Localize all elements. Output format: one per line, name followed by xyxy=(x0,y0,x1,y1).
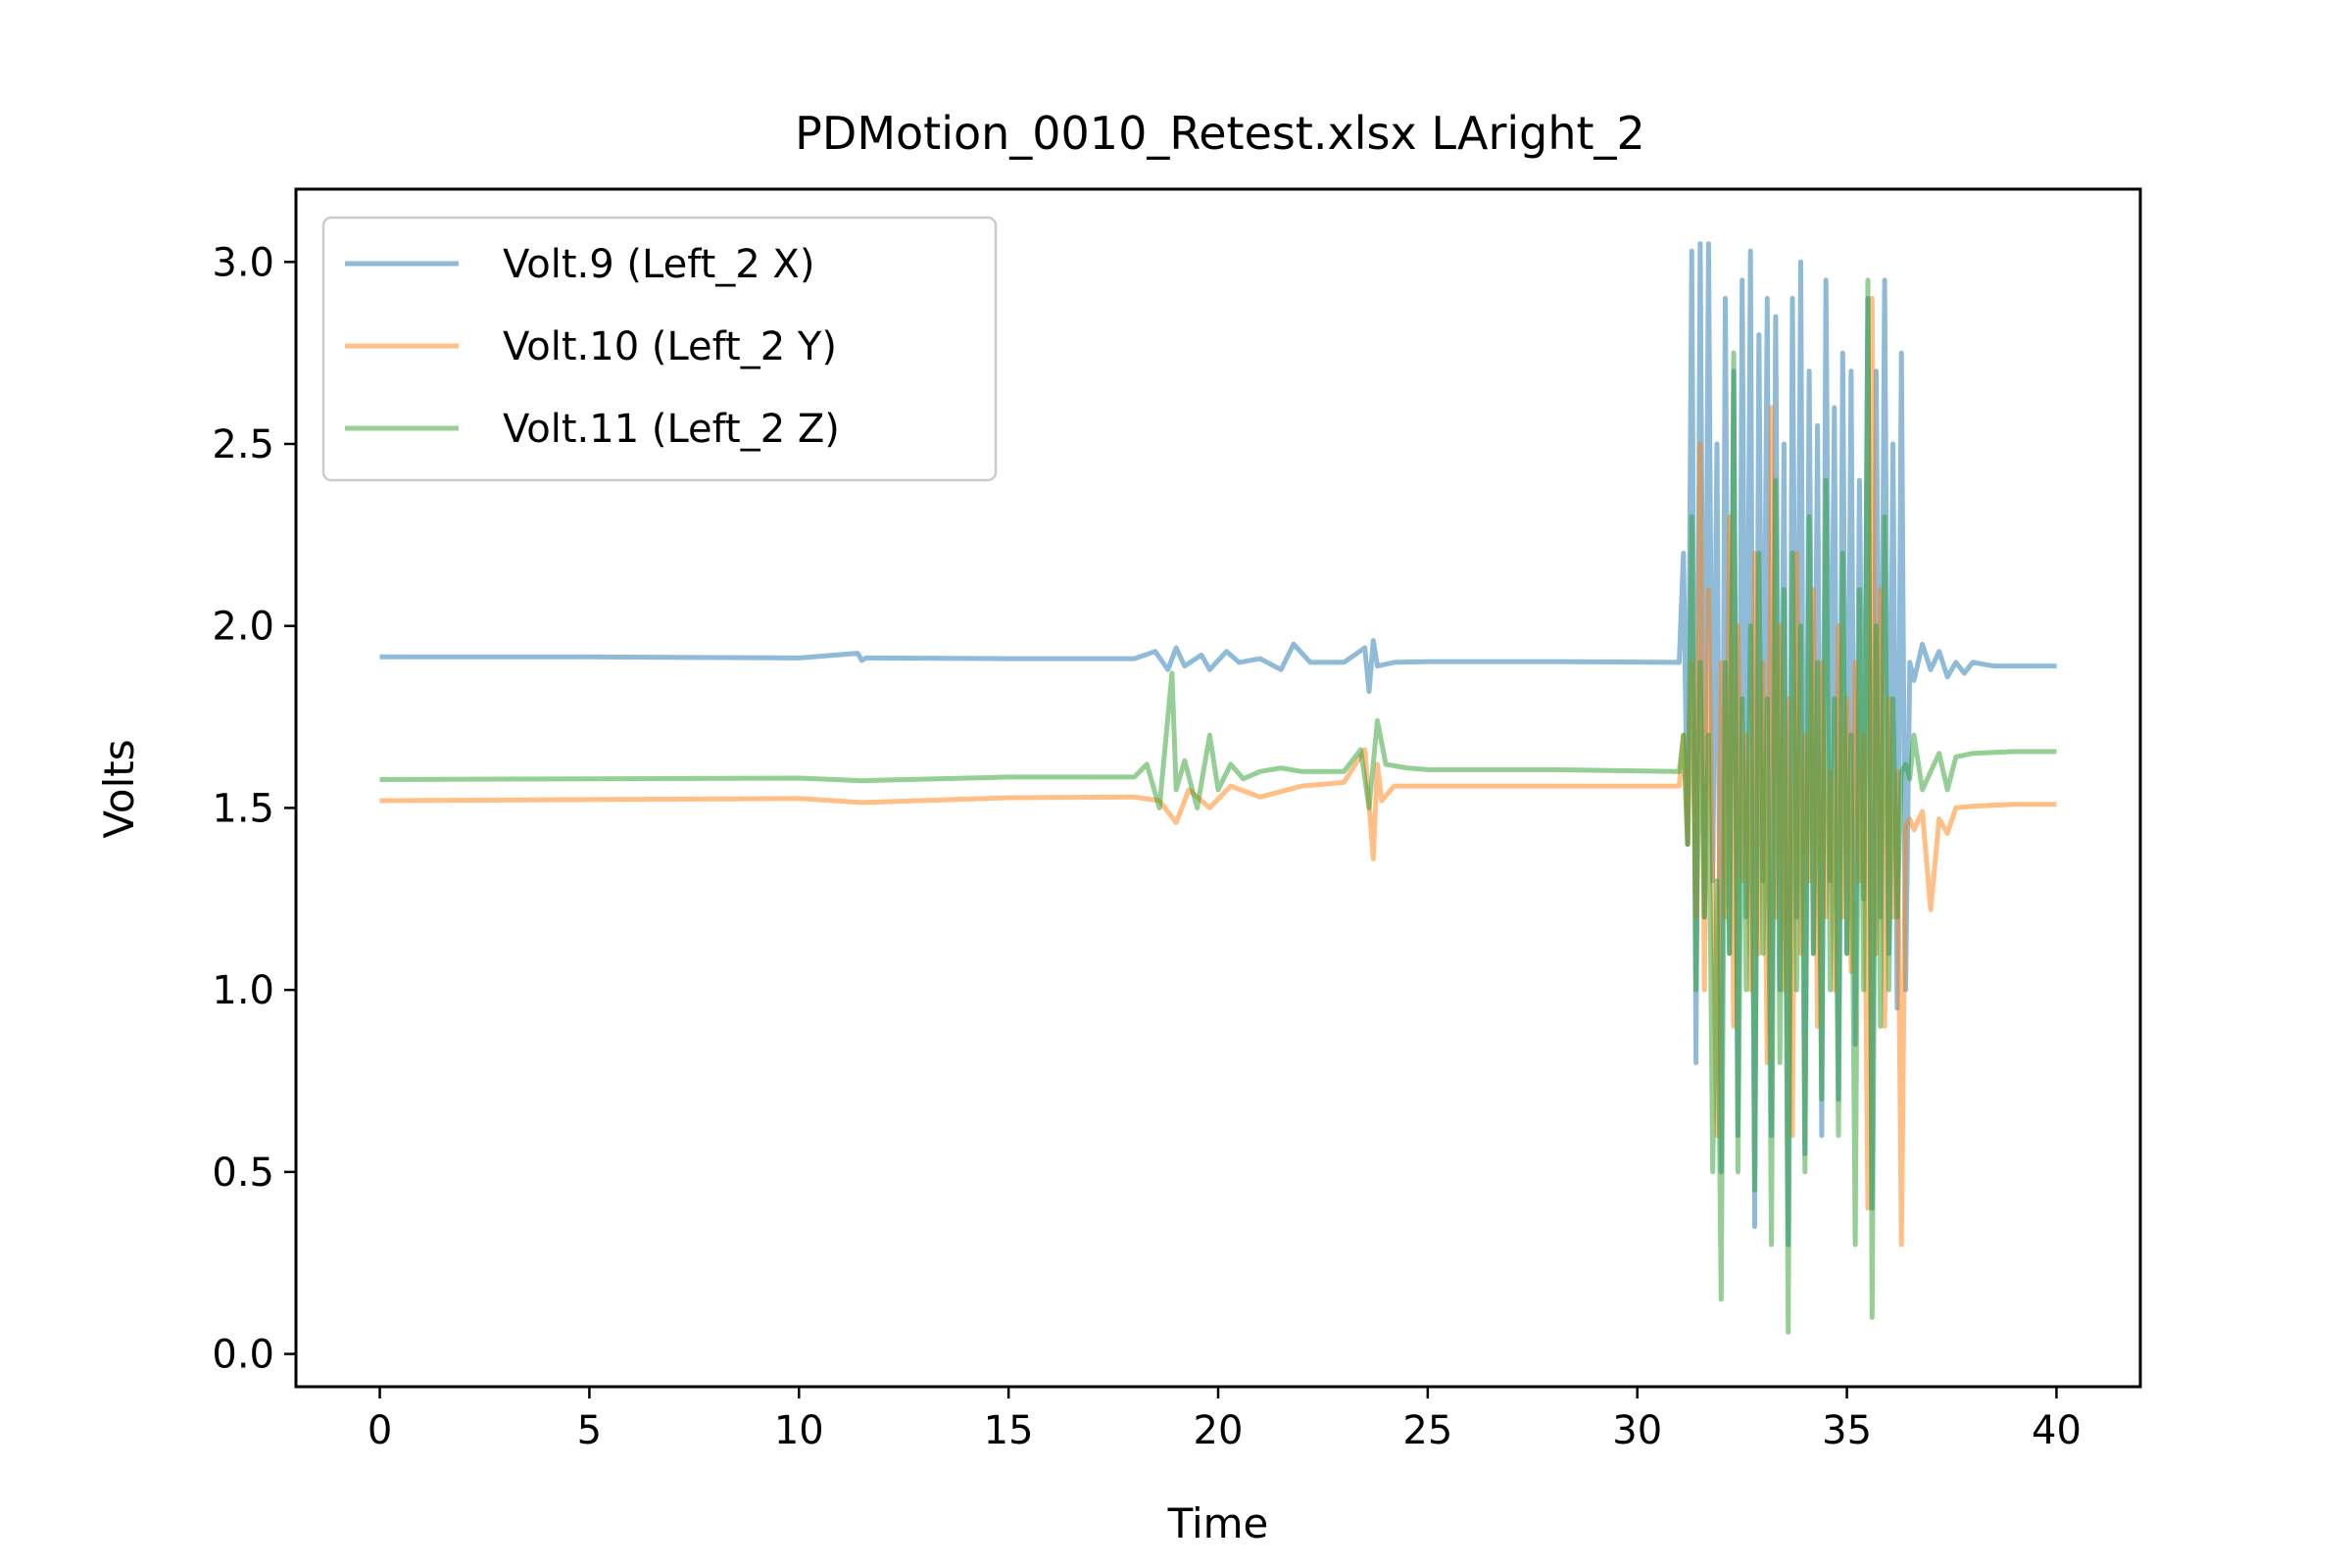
x-tick-label: 25 xyxy=(1402,1408,1452,1453)
x-axis-label: Time xyxy=(1167,1499,1269,1547)
legend-label-3: Volt.11 (Left_2 Z) xyxy=(503,407,840,452)
x-tick-label: 30 xyxy=(1612,1408,1662,1453)
x-tick-label: 35 xyxy=(1822,1408,1872,1453)
y-tick-label: 2.5 xyxy=(212,422,274,467)
y-tick-label: 1.5 xyxy=(212,786,274,831)
x-axis-ticks: 0 5 10 15 20 25 30 35 40 xyxy=(368,1387,2082,1453)
y-tick-label: 3.0 xyxy=(212,240,274,285)
legend: Volt.9 (Left_2 X) Volt.10 (Left_2 Y) Volt.… xyxy=(321,216,998,482)
plot-area-frame xyxy=(294,187,2142,1389)
x-tick-label: 0 xyxy=(368,1408,392,1453)
legend-label-2: Volt.10 (Left_2 Y) xyxy=(503,324,837,369)
x-tick-label: 5 xyxy=(577,1408,602,1453)
chart-title: PDMotion_0010_Retest.xlsx LAright_2 xyxy=(795,107,1645,160)
x-tick-label: 10 xyxy=(774,1408,824,1453)
x-tick-label: 40 xyxy=(2032,1408,2082,1453)
y-axis-label: Volts xyxy=(95,739,143,838)
x-tick-label: 20 xyxy=(1194,1408,1244,1453)
y-tick-label: 2.0 xyxy=(212,605,274,650)
y-tick-label: 0.0 xyxy=(212,1333,274,1378)
y-tick-label: 0.5 xyxy=(212,1151,274,1196)
series-layer xyxy=(379,241,2057,1335)
y-axis-ticks: 0.0 0.5 1.0 1.5 2.0 2.5 3.0 xyxy=(212,240,296,1378)
y-tick-label: 1.0 xyxy=(212,968,274,1013)
legend-label-1: Volt.9 (Left_2 X) xyxy=(503,242,814,287)
series-line-3 xyxy=(379,277,2057,1335)
x-tick-label: 15 xyxy=(984,1408,1034,1453)
legend-box xyxy=(321,216,998,482)
